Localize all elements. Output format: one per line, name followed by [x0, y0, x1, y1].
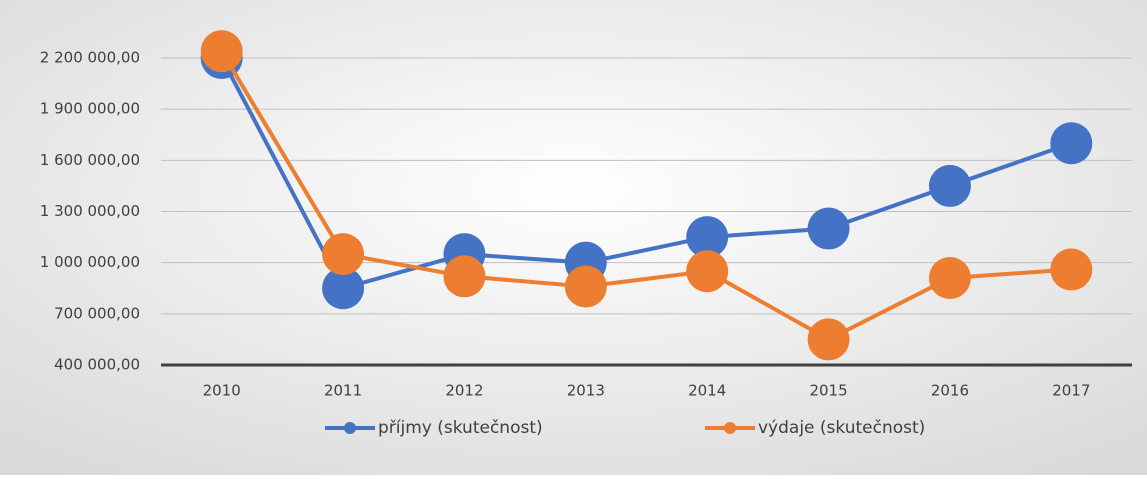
point	[928, 257, 971, 300]
legend-marker	[724, 422, 736, 434]
point	[686, 250, 729, 293]
point	[200, 30, 243, 73]
point	[807, 207, 850, 250]
point	[322, 267, 365, 310]
x-tick-label: 2015	[809, 382, 847, 400]
legend-label: příjmy (skutečnost)	[378, 418, 543, 438]
point	[1050, 248, 1093, 291]
y-tick-label: 700 000,00	[54, 304, 140, 322]
x-tick-label: 2017	[1052, 382, 1090, 400]
y-tick-label: 1 300 000,00	[40, 202, 140, 220]
x-tick-label: 2013	[567, 382, 605, 400]
y-tick-label: 1 000 000,00	[40, 253, 140, 271]
point	[686, 216, 729, 259]
y-tick-label: 1 600 000,00	[40, 151, 140, 169]
legend-marker	[344, 422, 356, 434]
x-tick-label: 2012	[445, 382, 483, 400]
x-tick-label: 2011	[324, 382, 362, 400]
point	[1050, 122, 1093, 165]
y-tick-label: 2 200 000,00	[40, 49, 140, 67]
point	[322, 233, 365, 276]
x-tick-label: 2010	[203, 382, 241, 400]
y-tick-label: 400 000,00	[54, 356, 140, 374]
point	[807, 318, 850, 361]
x-tick-label: 2014	[688, 382, 726, 400]
series-line	[219, 57, 1072, 291]
x-tick-label: 2016	[931, 382, 969, 400]
point	[443, 255, 486, 298]
point	[928, 164, 971, 207]
legend-label: výdaje (skutečnost)	[758, 418, 925, 438]
y-tick-label: 1 900 000,00	[40, 100, 140, 118]
point	[564, 265, 607, 308]
